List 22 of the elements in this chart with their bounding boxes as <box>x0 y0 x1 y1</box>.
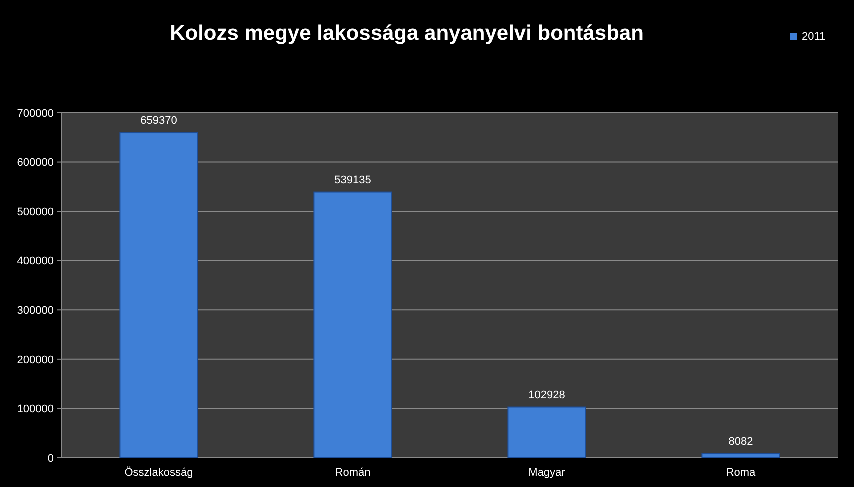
bar <box>508 406 586 458</box>
chart-title: Kolozs megye lakossága anyanyelvi bontásban <box>170 22 644 45</box>
x-tick-label: Roma <box>726 467 757 479</box>
x-tick-label: Magyar <box>528 467 566 479</box>
y-tick-label: 200000 <box>17 354 54 366</box>
legend-label: 2011 <box>802 31 826 43</box>
x-tick-label: Román <box>335 467 371 479</box>
data-label: 102928 <box>528 389 566 402</box>
y-tick-label: 700000 <box>17 108 54 120</box>
y-tick-label: 300000 <box>17 304 54 317</box>
y-tick-label: 600000 <box>17 157 54 170</box>
data-label: 659370 <box>140 115 178 128</box>
data-label: 8082 <box>728 436 754 448</box>
y-tick-label: 100000 <box>17 404 54 416</box>
data-label: 539135 <box>334 174 372 186</box>
y-tick-label: 500000 <box>17 206 54 218</box>
x-tick-label: Összlakosság <box>124 466 194 479</box>
bar <box>314 192 392 458</box>
y-tick-label: 400000 <box>17 256 54 268</box>
bar <box>702 454 780 458</box>
bar <box>120 132 198 458</box>
y-tick-label: 0 <box>48 452 54 465</box>
